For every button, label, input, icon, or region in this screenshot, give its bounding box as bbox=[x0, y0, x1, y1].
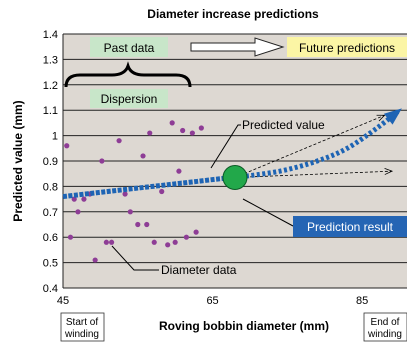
diameter-data-point bbox=[140, 153, 146, 159]
y-tick-label: 1 bbox=[52, 131, 58, 143]
x-axis-title: Roving bobbin diameter (mm) bbox=[159, 319, 329, 333]
x-tick-label: 85 bbox=[356, 295, 368, 307]
diameter-data-point bbox=[92, 257, 98, 263]
prediction-bound-line bbox=[234, 114, 385, 178]
diameter-data-point bbox=[127, 209, 133, 215]
diameter-data-point bbox=[147, 130, 153, 136]
future-prediction-arrowhead bbox=[383, 108, 402, 125]
end-of-winding-note: End of winding bbox=[363, 312, 407, 342]
dispersion-brace bbox=[64, 61, 192, 88]
y-tick-label: 0.4 bbox=[43, 283, 58, 295]
y-tick-label: 0.6 bbox=[43, 232, 58, 244]
start-note-line2: winding bbox=[64, 329, 99, 340]
prediction-result-label: Prediction result bbox=[293, 216, 407, 237]
diameter-data-point bbox=[180, 127, 186, 134]
start-note-line1: Start of bbox=[66, 317, 98, 328]
dispersion-text: Dispersion bbox=[101, 92, 158, 106]
y-axis-ticks: 0.4 0.5 0.6 0.7 0.8 0.9 1 1.1 1.2 1.3 1.4 bbox=[43, 29, 58, 295]
diameter-data-point bbox=[71, 196, 77, 202]
start-of-winding-note: Start of winding bbox=[60, 312, 105, 342]
predicted-value-leader bbox=[210, 124, 241, 169]
diameter-data-point bbox=[183, 234, 189, 240]
prediction-bound-arrowhead bbox=[376, 114, 386, 122]
diameter-data-point bbox=[189, 130, 195, 136]
diameter-data-point bbox=[67, 234, 74, 240]
y-tick-label: 1.1 bbox=[43, 105, 58, 117]
end-note-line1: End of bbox=[371, 317, 400, 328]
diameter-data-point bbox=[64, 143, 70, 149]
prediction-bounds bbox=[234, 114, 394, 178]
y-tick-label: 0.7 bbox=[43, 207, 58, 219]
gridlines bbox=[62, 33, 407, 289]
diameter-data-point bbox=[144, 221, 150, 228]
y-axis-title: Predicted value (mm) bbox=[11, 100, 25, 221]
future-prediction-line bbox=[234, 108, 402, 180]
plot-area bbox=[62, 33, 407, 289]
prediction-bound-arrowhead bbox=[384, 167, 394, 175]
x-tick-label: 45 bbox=[57, 295, 69, 307]
predicted-value-marker bbox=[222, 165, 248, 191]
x-tick-label: 65 bbox=[206, 295, 218, 307]
predicted-point bbox=[222, 165, 248, 191]
diameter-data-point bbox=[116, 138, 122, 144]
future-prediction-series bbox=[234, 108, 402, 180]
future-arrow bbox=[190, 37, 285, 57]
diameter-data-point bbox=[169, 120, 175, 126]
diameter-data-point bbox=[151, 239, 157, 245]
end-note-line2: winding bbox=[367, 329, 402, 340]
y-tick-label: 1.4 bbox=[43, 29, 58, 41]
x-axis-ticks: 45 65 85 bbox=[57, 295, 368, 307]
diameter-data-point bbox=[109, 239, 115, 245]
past-data-text: Past data bbox=[104, 41, 155, 55]
prediction-result-text: Prediction result bbox=[307, 220, 394, 234]
diameter-data-point bbox=[172, 239, 178, 245]
prediction-bound-line bbox=[234, 170, 393, 178]
y-tick-label: 0.8 bbox=[43, 181, 58, 193]
chart-title: Diameter increase predictions bbox=[147, 7, 319, 21]
diameter-data-point bbox=[193, 229, 199, 235]
diameter-data-point bbox=[176, 168, 182, 174]
diameter-data-point bbox=[99, 158, 105, 164]
diameter-data-point bbox=[75, 209, 81, 215]
y-tick-label: 1.3 bbox=[43, 54, 58, 66]
future-predictions-text: Future predictions bbox=[299, 41, 395, 55]
prediction-result-leader bbox=[242, 198, 294, 227]
y-tick-label: 0.5 bbox=[43, 258, 58, 270]
past-prediction-line bbox=[62, 175, 236, 200]
predicted-value-label: Predicted value bbox=[242, 118, 325, 132]
diameter-data-point bbox=[198, 125, 204, 131]
future-predictions-label: Future predictions bbox=[287, 37, 407, 57]
diameter-data-point bbox=[122, 191, 128, 197]
diameter-data-point bbox=[159, 188, 165, 195]
y-tick-label: 0.9 bbox=[43, 156, 58, 168]
y-tick-label: 1.2 bbox=[43, 80, 58, 92]
diameter-data-point bbox=[135, 221, 141, 228]
diameter-data-leader bbox=[111, 245, 159, 271]
diameter-data-label: Diameter data bbox=[161, 263, 237, 277]
diameter-data-point bbox=[103, 239, 109, 245]
past-data-label: Past data bbox=[90, 37, 168, 57]
diameter-data-point bbox=[81, 196, 87, 202]
diameter-data-point bbox=[165, 242, 171, 248]
past-prediction-series bbox=[62, 175, 236, 200]
dispersion-label: Dispersion bbox=[90, 89, 168, 108]
